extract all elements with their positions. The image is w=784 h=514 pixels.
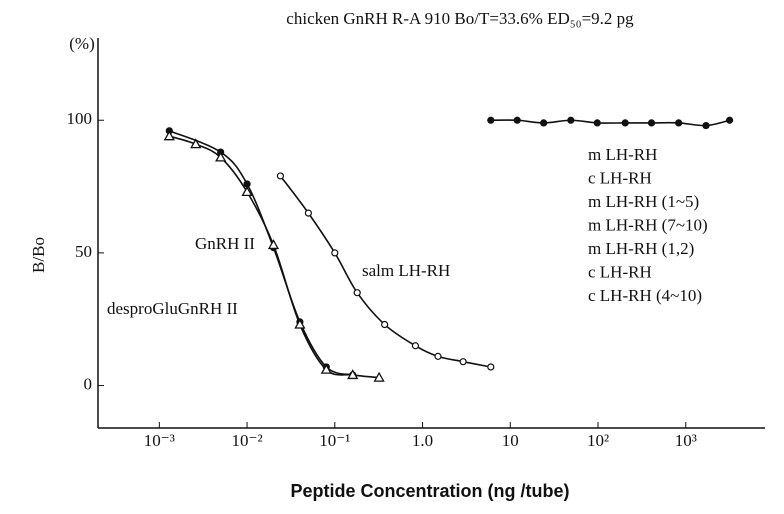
marker	[381, 320, 389, 329]
marker	[459, 358, 467, 366]
marker	[347, 369, 359, 380]
y-tick-label: 50	[75, 242, 92, 261]
marker	[487, 116, 495, 124]
marker	[241, 186, 253, 197]
peptide-label: c LH-RH (4~10)	[588, 286, 702, 305]
marker	[163, 130, 175, 141]
marker	[621, 119, 629, 127]
marker	[702, 121, 710, 130]
series-label: desproGluGnRH II	[107, 299, 238, 318]
marker	[190, 138, 202, 149]
peptide-label: m LH-RH (7~10)	[588, 215, 708, 234]
marker	[215, 151, 227, 162]
marker	[434, 352, 442, 360]
marker	[276, 172, 285, 180]
peptide-label: c LH-RH	[588, 168, 652, 187]
peptide-label: m LH-RH (1,2)	[588, 239, 694, 258]
x-tick-label: 10⁻³	[144, 431, 175, 450]
marker	[304, 209, 312, 217]
marker	[243, 180, 251, 188]
x-tick-label: 10	[502, 431, 519, 450]
marker	[726, 116, 734, 124]
marker	[373, 371, 385, 382]
marker	[294, 318, 306, 329]
peptide-label: m LH-RH (1~5)	[588, 192, 699, 211]
x-tick-label: 10⁻²	[232, 431, 263, 450]
x-tick-label: 10³	[675, 431, 697, 450]
marker	[267, 239, 280, 250]
y-tick-label: 0	[84, 374, 93, 393]
series-line	[169, 135, 380, 379]
x-tick-label: 1.0	[412, 431, 433, 450]
x-axis-label: Peptide Concentration (ng /tube)	[291, 481, 570, 501]
series-label: salm LH-RH	[362, 261, 450, 280]
peptide-label: m LH-RH	[588, 145, 657, 164]
marker	[487, 363, 495, 371]
marker	[647, 119, 656, 127]
series-label: GnRH II	[195, 234, 255, 253]
marker	[411, 342, 420, 350]
marker	[675, 119, 683, 127]
peptide-label: c LH-RH	[588, 262, 652, 281]
y-unit: (%)	[69, 34, 94, 53]
marker	[331, 249, 339, 257]
x-tick-label: 10²	[587, 431, 609, 450]
x-tick-label: 10⁻¹	[319, 431, 350, 450]
series-line	[490, 119, 730, 127]
y-tick-label: 100	[67, 109, 93, 128]
chart-title: chicken GnRH R-A 910 Bo/T=33.6% ED₅₀=9.2…	[286, 9, 634, 28]
marker	[513, 116, 521, 124]
marker	[567, 116, 575, 124]
marker	[320, 363, 332, 374]
marker	[593, 119, 601, 127]
y-axis-label: B/Bo	[29, 237, 48, 273]
marker	[353, 289, 361, 297]
marker	[540, 119, 548, 127]
